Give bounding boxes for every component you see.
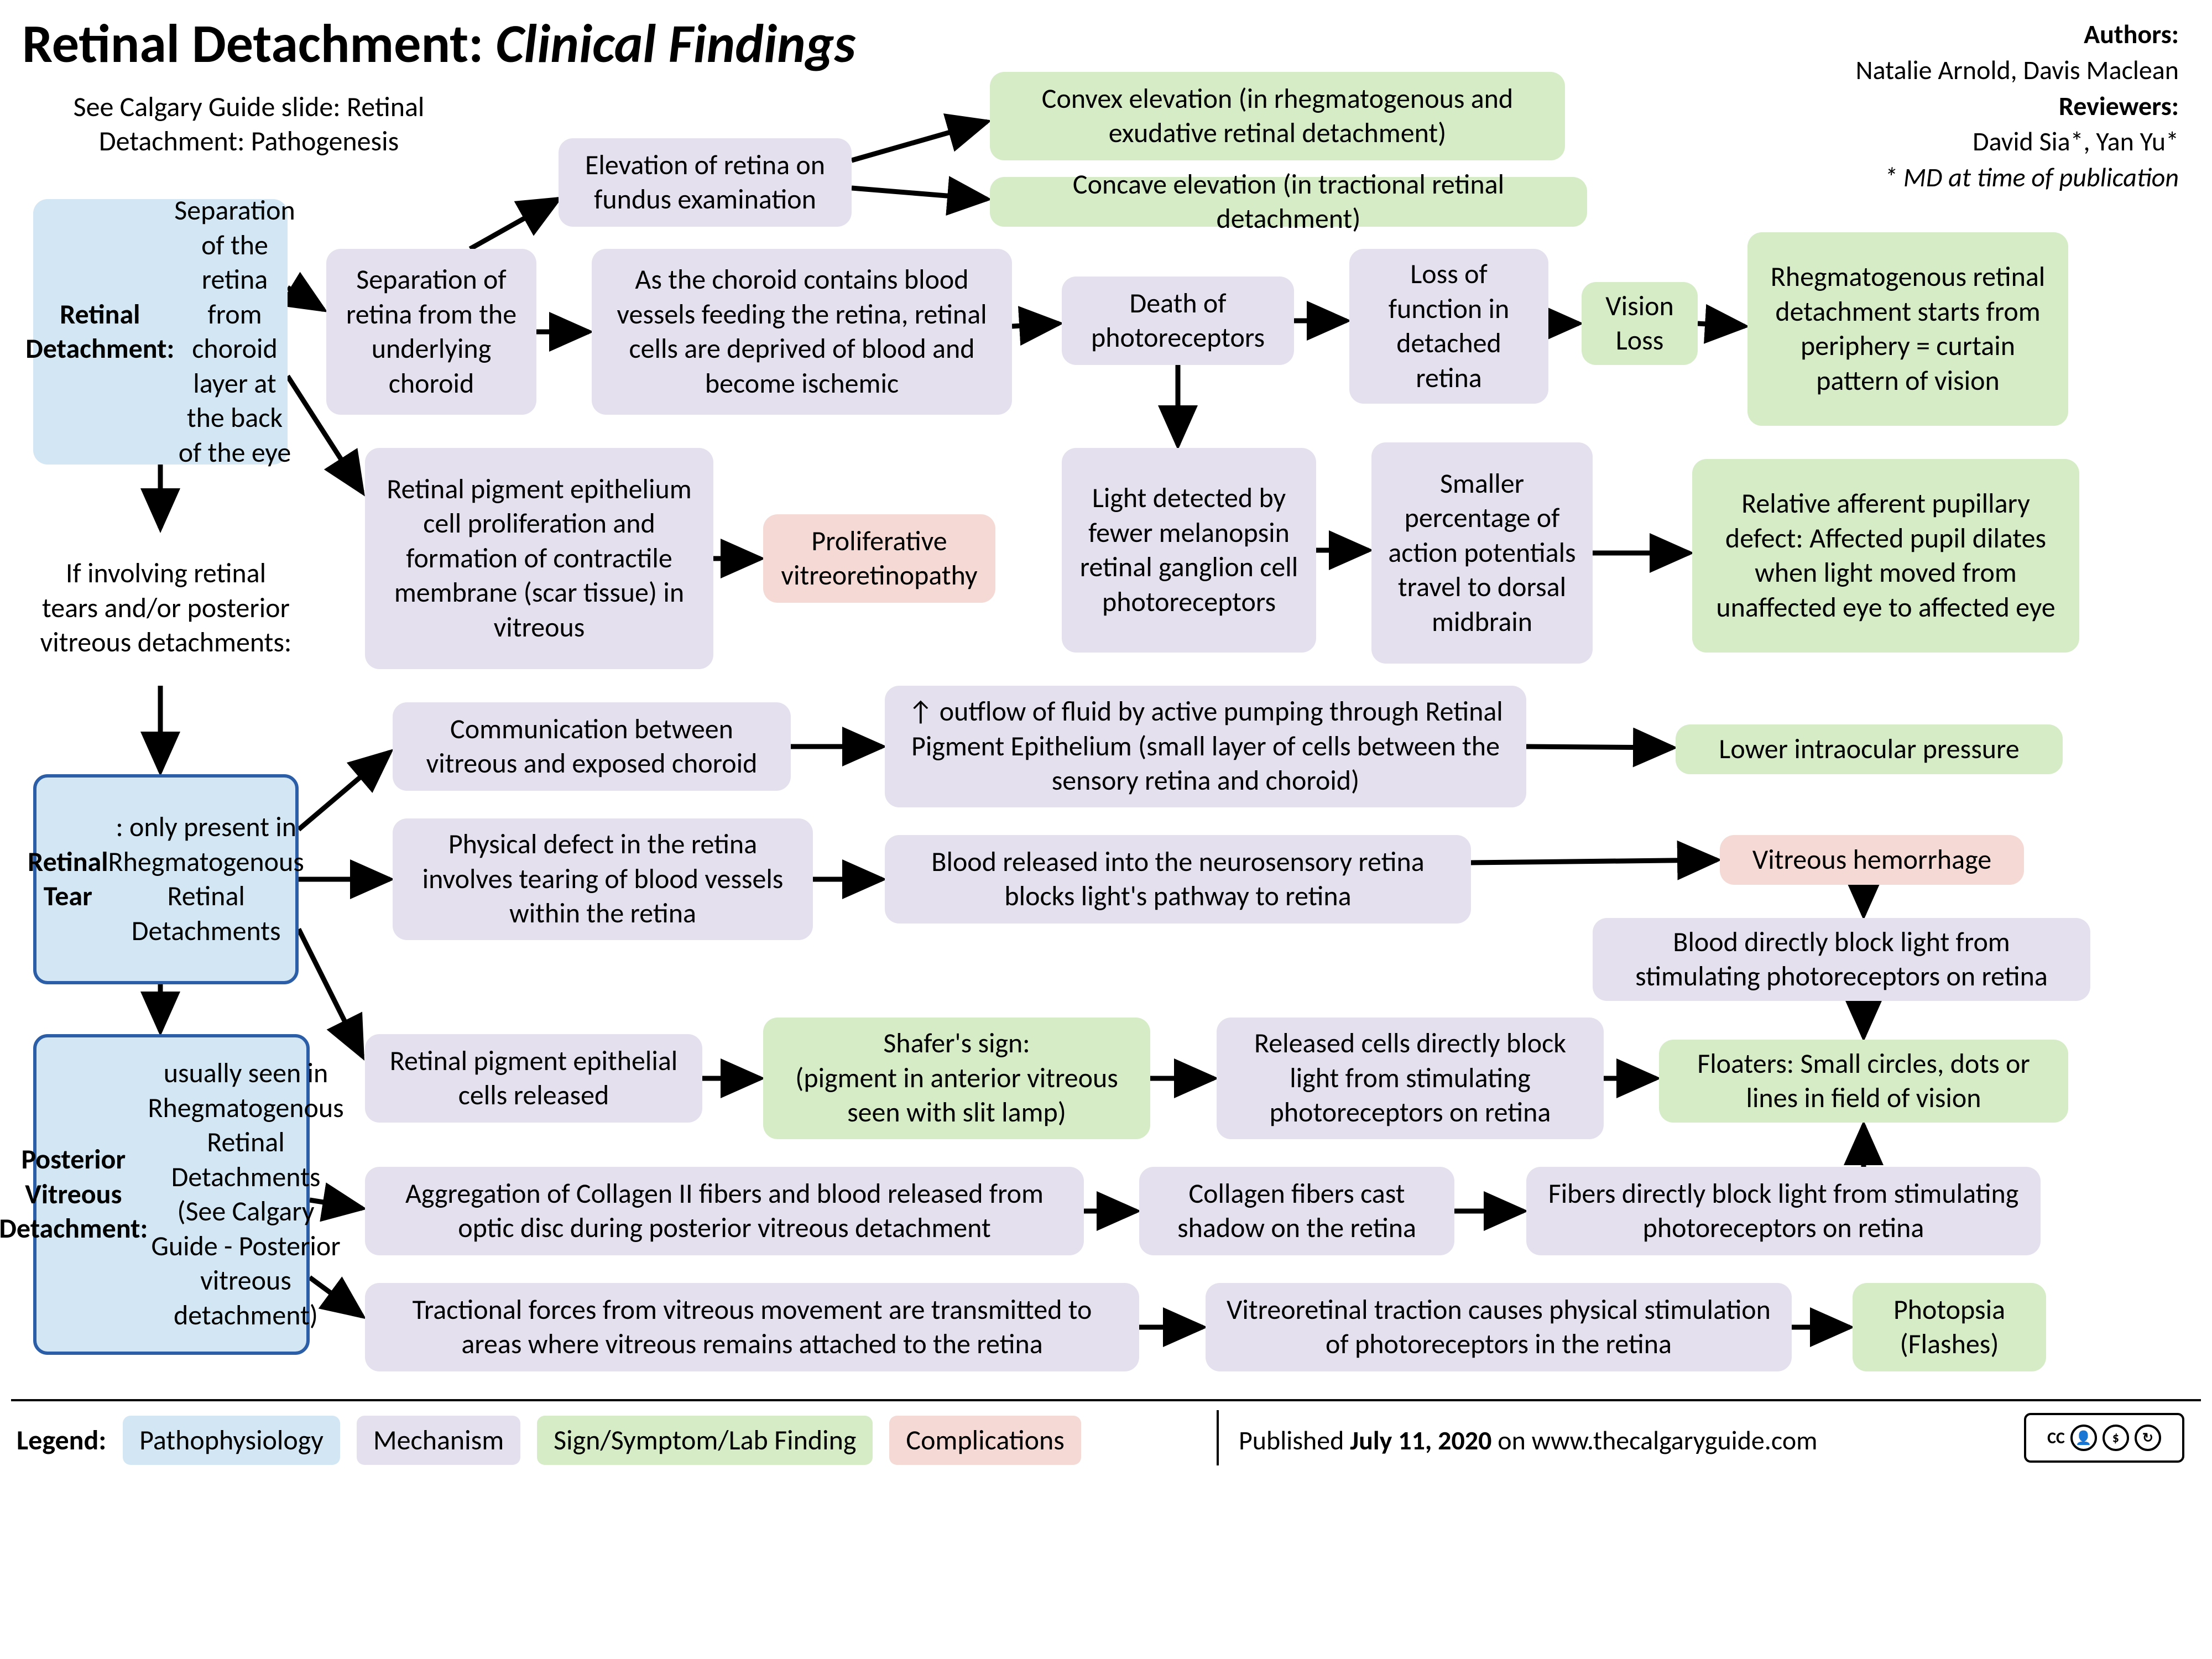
node-melanopsin: Light detected by fewer melanopsin retin…: [1062, 448, 1316, 653]
cc-sa-icon: ↻: [2135, 1425, 2161, 1451]
arrow-choroid-to-death: [1012, 324, 1059, 326]
node-rpecells: Retinal pigment epithelial cells release…: [365, 1034, 702, 1123]
legend-mechanism: Mechanism: [357, 1416, 520, 1465]
node-elev: Elevation of retina on fundus examinatio…: [559, 138, 852, 227]
legend-pathophysiology: Pathophysiology: [123, 1416, 340, 1465]
title-sub: Clinical Findings: [495, 11, 855, 77]
arrow-tear-to-rpecells: [299, 929, 362, 1056]
page-title: Retinal Detachment: Clinical Findings: [22, 11, 855, 77]
node-pvd: Posterior Vitreous Detachment: usually s…: [33, 1034, 310, 1355]
arrow-elev-to-concave: [852, 188, 987, 199]
publication-line: Published July 11, 2020 on www.thecalgar…: [1239, 1424, 1817, 1457]
node-sep: Separation of retina from the underlying…: [326, 249, 536, 415]
arrow-sep-to-elev: [470, 199, 559, 249]
pub-suffix: on www.thecalgaryguide.com: [1491, 1424, 1817, 1457]
node-shadow: Collagen fibers cast shadow on the retin…: [1139, 1167, 1454, 1255]
node-vrtraction: Vitreoretinal traction causes physical s…: [1206, 1283, 1792, 1371]
node-if: If involving retinal tears and/or poster…: [22, 531, 310, 686]
cc-badge: CC 👤 $ ↻: [2024, 1413, 2184, 1463]
node-bloodblock: Blood released into the neurosensory ret…: [885, 835, 1471, 924]
node-choroid: As the choroid contains blood vessels fe…: [592, 249, 1012, 415]
node-blooddirect: Blood directly block light from stimulat…: [1593, 918, 2090, 1001]
node-shafer: Shafer's sign: (pigment in anterior vitr…: [763, 1018, 1150, 1139]
node-death: Death of photoreceptors: [1062, 276, 1294, 365]
reviewers: David Sia*, Yan Yu*: [1856, 124, 2179, 160]
legend-complications: Complications: [889, 1416, 1081, 1465]
authors: Natalie Arnold, Davis Maclean: [1856, 53, 2179, 88]
arrow-outflow-to-lowiop: [1526, 747, 1673, 748]
node-fibersblock: Fibers directly block light from stimula…: [1526, 1167, 2041, 1255]
pub-prefix: Published: [1239, 1424, 1350, 1457]
node-rapd: Relative afferent pupillary defect: Affe…: [1692, 459, 2079, 653]
node-cellsblock: Released cells directly block light from…: [1217, 1018, 1604, 1139]
node-floaters: Floaters: Small circles, dots or lines i…: [1659, 1040, 2068, 1123]
footer-separator: [1217, 1410, 1219, 1465]
legend: Legend: Pathophysiology Mechanism Sign/S…: [17, 1416, 1081, 1465]
reviewers-label: Reviewers:: [2059, 90, 2179, 122]
credits-block: Authors: Natalie Arnold, Davis Maclean R…: [1856, 17, 2179, 196]
title-main: Retinal Detachment:: [22, 11, 483, 77]
authors-label: Authors:: [2084, 18, 2179, 50]
credits-note: * MD at time of publication: [1856, 160, 2179, 196]
arrow-bloodblock-to-vithem: [1471, 860, 1717, 863]
node-photopsia: Photopsia (Flashes): [1853, 1283, 2046, 1371]
node-midbrain: Smaller percentage of action potentials …: [1371, 442, 1593, 664]
cc-by-icon: 👤: [2070, 1425, 2097, 1451]
divider-top: [11, 1399, 2201, 1401]
arrow-elev-to-convex: [852, 122, 987, 160]
node-lowiop: Lower intraocular pressure: [1676, 724, 2063, 774]
node-pvr: Proliferative vitreoretinopathy: [763, 514, 995, 603]
cc-nc-icon: $: [2103, 1425, 2129, 1451]
node-vithem: Vitreous hemorrhage: [1720, 835, 2024, 885]
cc-text: CC: [2047, 1428, 2065, 1448]
node-curtain: Rhegmatogenous retinal detachment starts…: [1747, 232, 2068, 426]
legend-label: Legend:: [17, 1423, 106, 1457]
node-comm: Communication between vitreous and expos…: [393, 702, 791, 791]
node-rpe_prolif: Retinal pigment epithelium cell prolifer…: [365, 448, 713, 669]
node-rd: Retinal Detachment: Separation of the re…: [33, 199, 288, 465]
node-convex: Convex elevation (in rhegmatogenous and …: [990, 72, 1565, 160]
legend-sign: Sign/Symptom/Lab Finding: [537, 1416, 873, 1465]
arrow-vision-to-curtain: [1698, 324, 1745, 326]
node-outflow: ↑ outflow of fluid by active pumping thr…: [885, 686, 1526, 807]
node-lossfn: Loss of function in detached retina: [1349, 249, 1548, 404]
node-vision: Vision Loss: [1582, 282, 1698, 365]
node-defect: Physical defect in the retina involves t…: [393, 818, 813, 940]
node-collagen: Aggregation of Collagen II fibers and bl…: [365, 1167, 1084, 1255]
node-ref: See Calgary Guide slide: Retinal Detachm…: [28, 83, 470, 166]
arrow-tear-to-comm: [299, 752, 390, 830]
pub-date: July 11, 2020: [1350, 1424, 1491, 1457]
node-traction: Tractional forces from vitreous movement…: [365, 1283, 1139, 1371]
node-concave: Concave elevation (in tractional retinal…: [990, 177, 1587, 227]
node-tear: Retinal Tear: only present in Rhegmatoge…: [33, 774, 299, 984]
